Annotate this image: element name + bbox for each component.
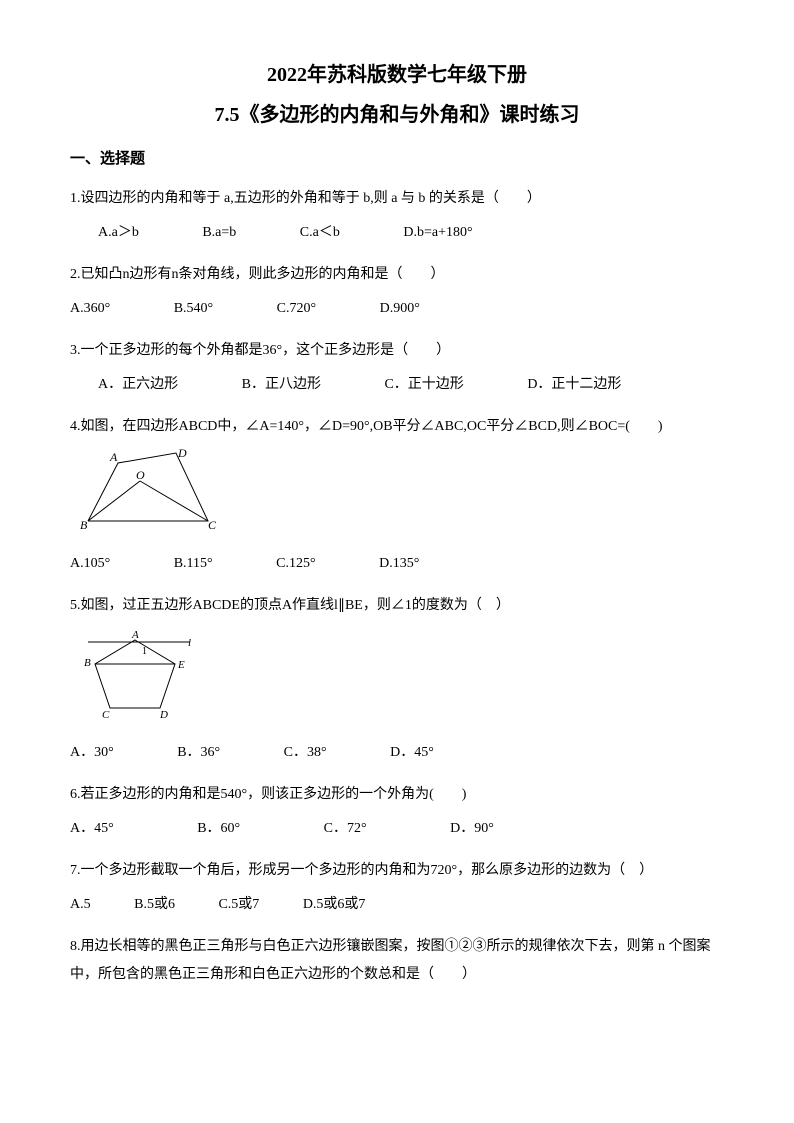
- q3-opt-a: A．正六边形: [98, 371, 178, 399]
- q1-text: 1.设四边形的内角和等于 a,五边形的外角和等于 b,则 a 与 b 的关系是（…: [70, 185, 724, 213]
- q5-opt-b: B．36°: [177, 739, 220, 767]
- q2-opt-c: C.720°: [277, 295, 316, 323]
- q4-figure: A D B C O: [80, 449, 724, 542]
- q5-diagram: A l 1 B E C D: [80, 628, 200, 720]
- question-5: 5.如图，过正五边形ABCDE的顶点A作直线l∥BE，则∠1的度数为（ ） A …: [70, 592, 724, 767]
- q4-opt-a: A.105°: [70, 550, 110, 578]
- svg-text:A: A: [131, 629, 139, 641]
- q1-opt-b: B.a=b: [202, 219, 236, 247]
- svg-text:l: l: [188, 637, 191, 649]
- q6-opt-c: C．72°: [324, 815, 367, 843]
- q6-opt-b: B．60°: [197, 815, 240, 843]
- q1-opt-d: D.b=a+180°: [403, 219, 472, 247]
- page-title-1: 2022年苏科版数学七年级下册: [70, 60, 724, 90]
- q5-options: A．30° B．36° C．38° D．45°: [70, 739, 724, 767]
- q7-opt-b: B.5或6: [134, 891, 175, 919]
- question-6: 6.若正多边形的内角和是540°，则该正多边形的一个外角为( ) A．45° B…: [70, 781, 724, 843]
- svg-text:D: D: [177, 449, 187, 460]
- q2-opt-b: B.540°: [174, 295, 213, 323]
- question-7: 7.一个多边形截取一个角后，形成另一个多边形的内角和为720°，那么原多边形的边…: [70, 857, 724, 919]
- svg-text:C: C: [102, 709, 110, 720]
- q4-text: 4.如图，在四边形ABCD中，∠A=140°，∠D=90°,OB平分∠ABC,O…: [70, 413, 724, 441]
- svg-text:1: 1: [142, 646, 147, 657]
- q3-text: 3.一个正多边形的每个外角都是36°，这个正多边形是（ ）: [70, 337, 724, 365]
- q3-opt-d: D．正十二边形: [527, 371, 621, 399]
- q2-text: 2.已知凸n边形有n条对角线，则此多边形的内角和是（ ）: [70, 261, 724, 289]
- svg-text:A: A: [109, 450, 118, 464]
- svg-text:C: C: [208, 518, 217, 531]
- q4-opt-d: D.135°: [379, 550, 419, 578]
- q4-opt-c: C.125°: [276, 550, 315, 578]
- q5-figure: A l 1 B E C D: [80, 628, 724, 731]
- q1-options: A.a＞b B.a=b C.a＜b D.b=a+180°: [70, 219, 724, 247]
- q4-opt-b: B.115°: [174, 550, 213, 578]
- q6-text: 6.若正多边形的内角和是540°，则该正多边形的一个外角为( ): [70, 781, 724, 809]
- q7-opt-d: D.5或6或7: [303, 891, 366, 919]
- question-3: 3.一个正多边形的每个外角都是36°，这个正多边形是（ ） A．正六边形 B．正…: [70, 337, 724, 399]
- q7-opt-a: A.5: [70, 891, 91, 919]
- section-heading: 一、选择题: [70, 148, 724, 171]
- q7-text: 7.一个多边形截取一个角后，形成另一个多边形的内角和为720°，那么原多边形的边…: [70, 857, 724, 885]
- q7-options: A.5 B.5或6 C.5或7 D.5或6或7: [70, 891, 724, 919]
- q2-opt-d: D.900°: [380, 295, 420, 323]
- question-4: 4.如图，在四边形ABCD中，∠A=140°，∠D=90°,OB平分∠ABC,O…: [70, 413, 724, 578]
- q5-opt-d: D．45°: [390, 739, 434, 767]
- q6-options: A．45° B．60° C．72° D．90°: [70, 815, 724, 843]
- question-1: 1.设四边形的内角和等于 a,五边形的外角和等于 b,则 a 与 b 的关系是（…: [70, 185, 724, 247]
- q8-text: 8.用边长相等的黑色正三角形与白色正六边形镶嵌图案，按图①②③所示的规律依次下去…: [70, 933, 724, 989]
- page-title-2: 7.5《多边形的内角和与外角和》课时练习: [70, 100, 724, 130]
- q5-opt-c: C．38°: [284, 739, 327, 767]
- q1-opt-a: A.a＞b: [98, 219, 139, 247]
- question-2: 2.已知凸n边形有n条对角线，则此多边形的内角和是（ ） A.360° B.54…: [70, 261, 724, 323]
- q4-options: A.105° B.115° C.125° D.135°: [70, 550, 724, 578]
- q7-opt-c: C.5或7: [218, 891, 259, 919]
- q4-diagram: A D B C O: [80, 449, 220, 531]
- q5-text: 5.如图，过正五边形ABCDE的顶点A作直线l∥BE，则∠1的度数为（ ）: [70, 592, 724, 620]
- svg-text:O: O: [136, 468, 145, 482]
- q6-opt-d: D．90°: [450, 815, 494, 843]
- q2-opt-a: A.360°: [70, 295, 110, 323]
- q1-opt-c: C.a＜b: [300, 219, 340, 247]
- svg-text:D: D: [159, 709, 168, 720]
- svg-text:B: B: [84, 657, 91, 669]
- svg-text:B: B: [80, 518, 88, 531]
- q2-options: A.360° B.540° C.720° D.900°: [70, 295, 724, 323]
- q5-opt-a: A．30°: [70, 739, 114, 767]
- svg-text:E: E: [177, 659, 185, 671]
- q3-opt-b: B．正八边形: [242, 371, 321, 399]
- q3-options: A．正六边形 B．正八边形 C．正十边形 D．正十二边形: [70, 371, 724, 399]
- q3-opt-c: C．正十边形: [384, 371, 463, 399]
- question-8: 8.用边长相等的黑色正三角形与白色正六边形镶嵌图案，按图①②③所示的规律依次下去…: [70, 933, 724, 989]
- q6-opt-a: A．45°: [70, 815, 114, 843]
